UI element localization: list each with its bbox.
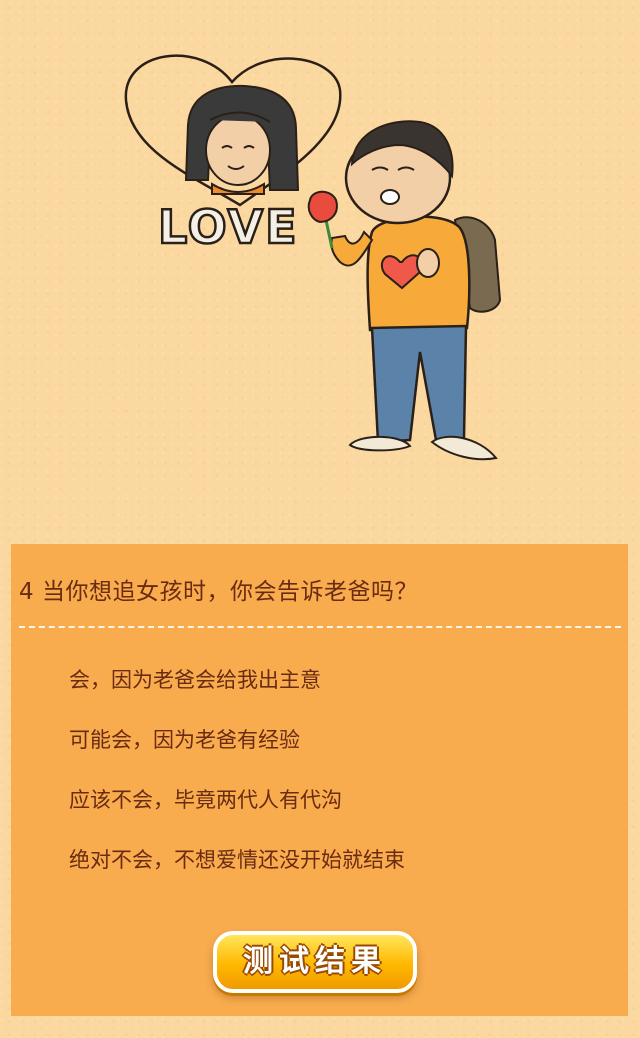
option-4[interactable]: 绝对不会，不想爱情还没开始就结束 <box>69 848 405 872</box>
dashed-divider <box>19 626 621 628</box>
love-lettering: LOVE <box>158 200 299 254</box>
quiz-panel: 4 当你想追女孩时，你会告诉老爸吗？ 会，因为老爸会给我出主意 可能会，因为老爸… <box>11 544 628 1016</box>
boy-hair <box>350 120 454 179</box>
rose-icon <box>307 190 338 224</box>
question-text: 4 当你想追女孩时，你会告诉老爸吗？ <box>19 579 418 605</box>
heart-bubble-icon <box>124 54 342 207</box>
test-result-button[interactable]: 测试结果 <box>213 931 417 993</box>
option-2[interactable]: 可能会，因为老爸有经验 <box>69 728 300 752</box>
boy-jeans <box>370 324 468 444</box>
option-3[interactable]: 应该不会，毕竟两代人有代沟 <box>69 788 342 812</box>
heart-icon <box>380 254 423 290</box>
options-list: 会，因为老爸会给我出主意 可能会，因为老爸有经验 应该不会，毕竟两代人有代沟 绝… <box>69 662 405 902</box>
rose-stem <box>324 219 334 249</box>
option-1[interactable]: 会，因为老爸会给我出主意 <box>69 668 321 692</box>
love-illustration: LOVE <box>124 54 502 461</box>
girl-face <box>205 114 271 186</box>
